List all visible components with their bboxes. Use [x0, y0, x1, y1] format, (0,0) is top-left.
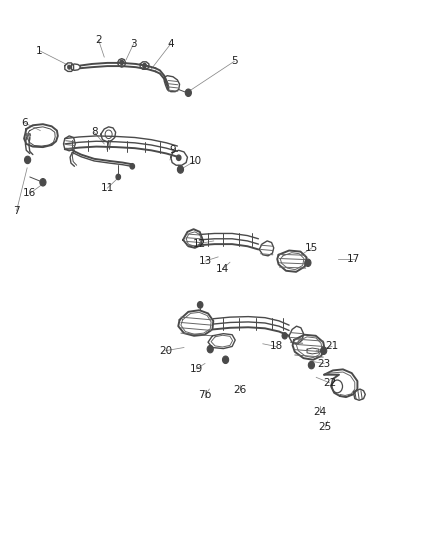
Circle shape	[198, 302, 203, 308]
Text: 22: 22	[323, 378, 336, 387]
Text: 6: 6	[21, 118, 28, 127]
Text: 3: 3	[130, 39, 137, 49]
Text: 2: 2	[95, 35, 102, 45]
Circle shape	[120, 60, 124, 64]
Text: 13: 13	[198, 256, 212, 266]
Text: 18: 18	[269, 342, 283, 351]
Text: 5: 5	[231, 56, 238, 66]
Text: 23: 23	[318, 359, 331, 368]
Circle shape	[185, 89, 191, 96]
Text: 1: 1	[36, 46, 43, 55]
Circle shape	[177, 155, 181, 160]
Text: 21: 21	[325, 342, 339, 351]
Text: 24: 24	[313, 407, 326, 417]
Text: 12: 12	[193, 239, 206, 248]
Circle shape	[322, 349, 325, 352]
Text: 15: 15	[305, 243, 318, 253]
Text: 19: 19	[190, 364, 203, 374]
Circle shape	[310, 364, 313, 367]
Circle shape	[283, 334, 286, 337]
Text: 16: 16	[23, 189, 36, 198]
Circle shape	[130, 164, 134, 169]
Circle shape	[307, 261, 309, 264]
Circle shape	[26, 158, 29, 161]
Circle shape	[25, 156, 31, 164]
Circle shape	[143, 63, 146, 68]
Circle shape	[67, 65, 71, 69]
Text: 7: 7	[13, 206, 20, 215]
Text: 20: 20	[159, 346, 172, 356]
Text: 14: 14	[216, 264, 229, 274]
Circle shape	[209, 348, 212, 351]
Circle shape	[207, 345, 213, 353]
Text: 8: 8	[91, 127, 98, 137]
Text: 7b: 7b	[198, 391, 212, 400]
Circle shape	[42, 181, 44, 184]
Circle shape	[305, 259, 311, 266]
Circle shape	[40, 179, 46, 186]
Circle shape	[179, 168, 182, 171]
Circle shape	[321, 347, 327, 354]
Circle shape	[116, 174, 120, 180]
Text: 17: 17	[347, 254, 360, 263]
Circle shape	[224, 358, 227, 361]
Text: 4: 4	[167, 39, 174, 49]
Text: 26: 26	[233, 385, 247, 395]
Circle shape	[187, 91, 190, 94]
Circle shape	[308, 361, 314, 369]
Text: 10: 10	[188, 156, 201, 166]
Text: 11: 11	[101, 183, 114, 193]
Circle shape	[177, 166, 184, 173]
Text: 9: 9	[170, 146, 177, 155]
Circle shape	[282, 333, 287, 339]
Text: 25: 25	[318, 423, 332, 432]
Circle shape	[223, 356, 229, 364]
